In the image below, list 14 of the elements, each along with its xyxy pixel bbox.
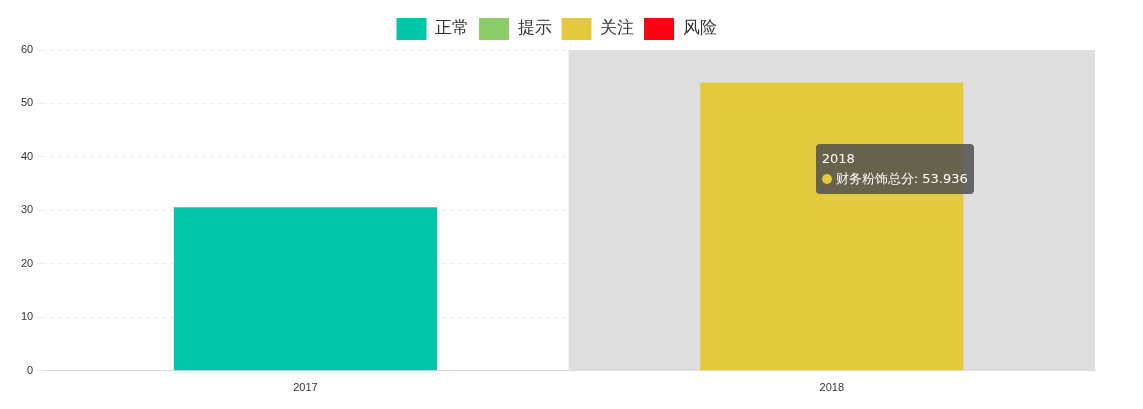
legend-label: 风险: [682, 17, 717, 38]
legend-label: 关注: [600, 17, 634, 38]
legend-label: 正常: [435, 17, 469, 38]
y-tick-label: 50: [20, 96, 34, 109]
y-tick-label: 0: [27, 363, 34, 376]
x-tick-label: 2017: [293, 381, 318, 394]
y-tick-label: 30: [20, 203, 34, 216]
legend-label: 提示: [517, 17, 552, 38]
annotation: 2018: [821, 150, 855, 169]
y-tick-label: 60: [20, 43, 34, 56]
y-tick-label: 40: [20, 149, 34, 162]
annotation: 财务粉饰总分: 53.936: [835, 170, 968, 189]
y-tick-label: 20: [20, 256, 34, 269]
y-tick-label: 10: [20, 310, 34, 323]
